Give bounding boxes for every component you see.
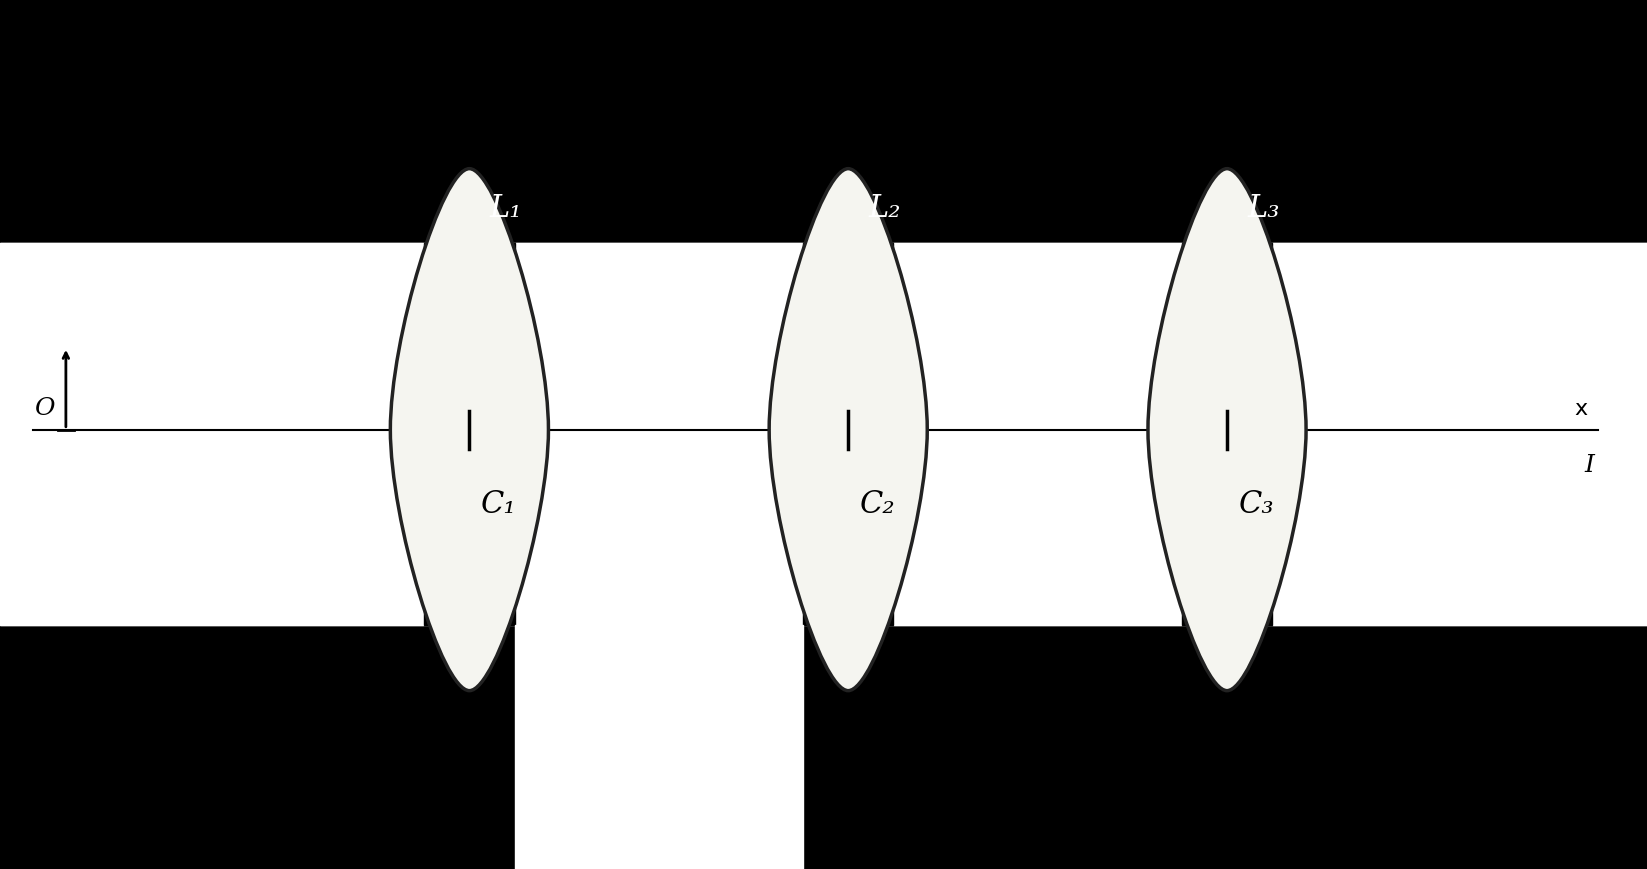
PathPatch shape — [769, 169, 927, 691]
Bar — [423, 243, 514, 626]
Bar — [1183, 243, 1273, 626]
Bar — [514, 626, 804, 869]
Text: x: x — [1575, 399, 1588, 418]
Bar — [514, 626, 804, 869]
Text: C₃: C₃ — [1239, 488, 1275, 520]
Bar — [423, 0, 514, 869]
Text: 30 cm: 30 cm — [1379, 664, 1466, 692]
Text: L₃: L₃ — [1247, 193, 1280, 224]
Bar — [0, 243, 1647, 626]
Text: 60 cm: 60 cm — [176, 664, 264, 692]
Bar — [1183, 0, 1273, 869]
Bar — [804, 243, 894, 626]
Bar — [804, 0, 894, 869]
PathPatch shape — [1148, 169, 1306, 691]
Text: C₁: C₁ — [481, 488, 517, 520]
Text: L₁: L₁ — [489, 193, 522, 224]
Text: L₂: L₂ — [868, 193, 901, 224]
Text: O: O — [35, 397, 54, 420]
Text: I: I — [1584, 454, 1594, 476]
PathPatch shape — [390, 169, 548, 691]
Text: C₂: C₂ — [860, 488, 896, 520]
Bar — [0, 243, 1647, 626]
